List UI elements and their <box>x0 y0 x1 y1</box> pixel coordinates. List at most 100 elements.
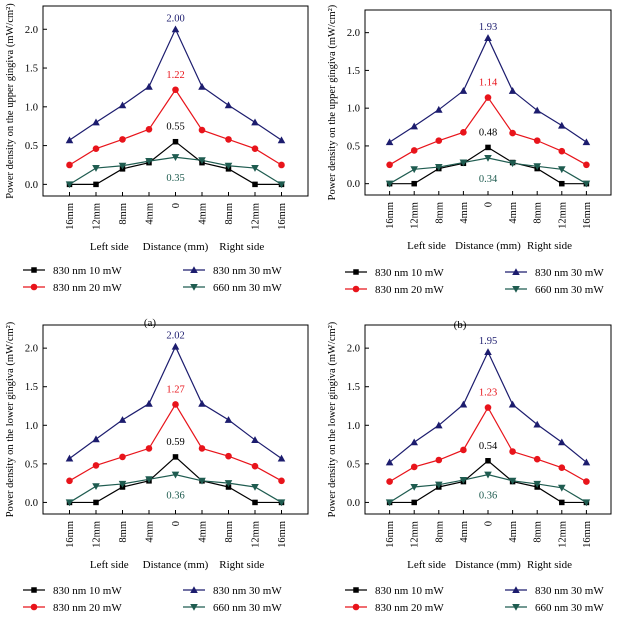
data-point <box>145 399 153 407</box>
x-tick-label: 8mm <box>533 202 544 224</box>
chart-panel-c: 0.0 0.5 1.0 1.5 2.0 Power density on the lowe… <box>5 321 309 614</box>
chart-panel-d: 0.0 0.5 1.0 1.5 2.0 Power density on the lowe… <box>327 321 612 614</box>
x-tick-label: 16mm <box>65 203 76 230</box>
y-axis-label: Power density on the upper gingiva (mW/c… <box>5 3 16 199</box>
data-label: 0.36 <box>479 491 497 502</box>
y-axis-label: Power density on the lower gingiva (mW/c… <box>5 321 16 517</box>
data-point <box>224 162 233 170</box>
data-point <box>460 129 467 136</box>
y-tick-label: 1.0 <box>347 104 360 115</box>
data-label: 0.34 <box>479 174 498 185</box>
data-point <box>198 82 206 90</box>
x-tick-label: 8mm <box>224 521 235 543</box>
data-point <box>582 180 591 188</box>
data-label: 0.35 <box>166 173 184 184</box>
data-point <box>559 499 565 506</box>
data-label: 1.27 <box>166 384 184 395</box>
x-tick-label: 12mm <box>251 521 262 548</box>
legend-marker <box>353 587 359 593</box>
data-point <box>198 126 206 134</box>
data-point <box>198 445 206 452</box>
legend-marker <box>31 267 37 273</box>
data-point <box>66 477 73 485</box>
data-point <box>508 160 517 168</box>
y-tick-label: 0.0 <box>25 180 38 191</box>
legend-label: 660 nm 30 mW <box>535 602 604 614</box>
data-point <box>251 436 259 443</box>
x-tick-label: 12mm <box>92 521 103 548</box>
data-point <box>435 164 443 171</box>
data-point <box>172 454 179 460</box>
legend-marker <box>190 603 198 611</box>
x-tick-label: 8mm <box>434 521 445 543</box>
data-point <box>65 454 74 462</box>
data-point <box>533 163 541 171</box>
data-point <box>224 416 233 423</box>
legend-marker <box>512 268 520 276</box>
y-tick-label: 1.0 <box>25 421 38 432</box>
legend-label: 830 nm 20 mW <box>53 602 122 614</box>
y-tick-label: 1.5 <box>25 382 38 393</box>
data-point <box>172 86 179 94</box>
data-point <box>583 161 590 169</box>
x-tick-label: 0 <box>171 521 182 526</box>
data-point <box>484 154 492 162</box>
data-point <box>92 145 100 152</box>
x-tick-label: 8mm <box>118 203 129 225</box>
y-tick-label: 1.5 <box>347 66 360 77</box>
y-tick-label: 0.5 <box>25 459 38 470</box>
data-label: 1.93 <box>479 22 497 33</box>
data-point <box>251 165 259 172</box>
x-tick-label: 0 <box>171 203 182 208</box>
data-label: 1.23 <box>479 388 497 399</box>
data-point <box>277 181 286 189</box>
data-point <box>118 101 127 109</box>
x-tick-label: 8mm <box>533 521 544 543</box>
data-label: 1.95 <box>479 336 497 347</box>
legend-label: 660 nm 30 mW <box>213 602 282 614</box>
legend-marker <box>31 587 37 593</box>
x-tick-label: 16mm <box>582 521 593 548</box>
legend-marker <box>352 603 360 611</box>
y-tick-label: 1.5 <box>347 382 360 393</box>
x-tick-label: 8mm <box>224 203 235 225</box>
data-point <box>484 94 492 101</box>
y-tick-label: 1.0 <box>347 421 360 432</box>
x-axis-label-left: Left side <box>90 241 129 253</box>
data-point <box>558 147 566 155</box>
y-tick-label: 1.0 <box>25 102 38 113</box>
legend-label: 830 nm 10 mW <box>375 267 444 279</box>
data-label: 0.54 <box>479 441 498 452</box>
x-tick-label: 4mm <box>198 203 209 225</box>
panel-label: (a) <box>144 317 157 329</box>
legend-label: 830 nm 20 mW <box>375 602 444 614</box>
legend-label: 660 nm 30 mW <box>213 282 282 294</box>
data-point <box>385 499 394 507</box>
y-axis-label: Power density on the lower gingiva (mW/c… <box>327 321 338 517</box>
data-point <box>251 145 259 152</box>
data-point <box>533 455 541 463</box>
data-label: 2.00 <box>166 13 184 24</box>
data-point <box>145 445 153 452</box>
legend-label: 830 nm 20 mW <box>375 284 444 296</box>
data-point <box>533 480 541 488</box>
data-point <box>251 462 259 470</box>
data-label: 0.36 <box>166 491 184 502</box>
x-tick-label: 4mm <box>459 202 470 224</box>
data-point <box>65 499 74 507</box>
data-point <box>198 477 206 485</box>
data-point <box>171 154 180 162</box>
x-tick-label: 16mm <box>582 202 593 229</box>
data-point <box>459 86 468 94</box>
data-point <box>92 165 100 172</box>
data-point <box>92 435 100 443</box>
data-point <box>65 136 74 144</box>
data-point <box>145 126 153 133</box>
y-tick-label: 0.5 <box>347 141 360 152</box>
y-tick-label: 0.5 <box>25 141 38 152</box>
data-label: 1.22 <box>166 70 184 81</box>
x-tick-label: 12mm <box>92 203 103 230</box>
data-point <box>582 458 591 466</box>
data-point <box>508 400 517 408</box>
legend-label: 830 nm 30 mW <box>535 585 604 597</box>
